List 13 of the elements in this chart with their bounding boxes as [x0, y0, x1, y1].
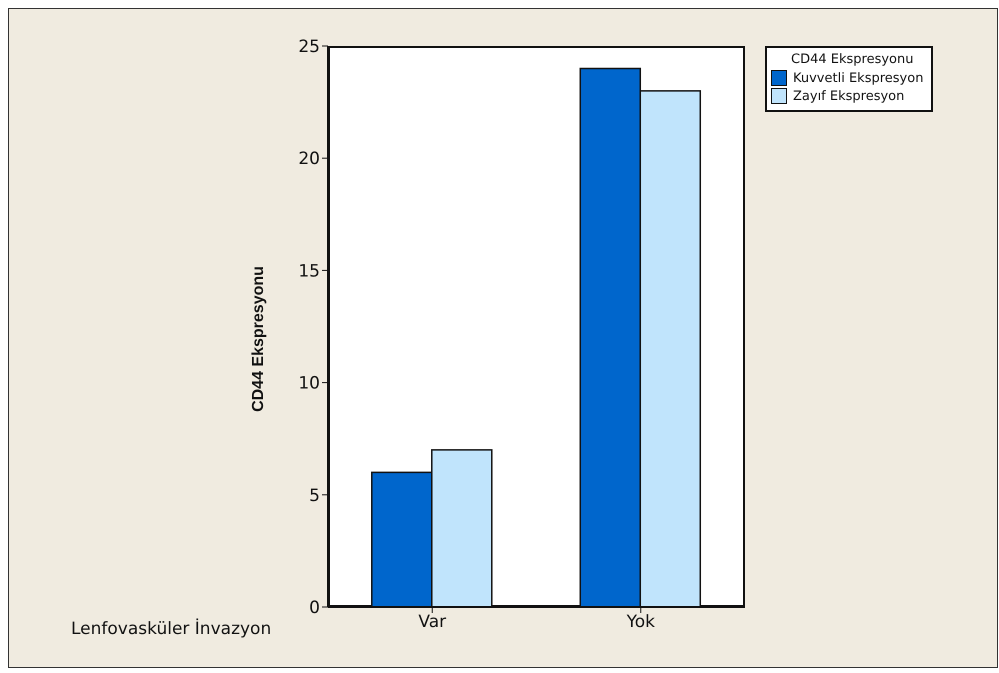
- legend-label: Zayıf Ekspresyon: [793, 88, 904, 104]
- x-axis-title: Lenfovasküler İnvazyon: [71, 619, 272, 639]
- y-tick-label: 15: [298, 261, 320, 282]
- y-tick-label: 5: [309, 486, 320, 506]
- legend-title: CD44 Ekspresyonu: [790, 52, 914, 67]
- y-tick-label: 10: [298, 374, 320, 394]
- legend-label: Kuvvetli Ekspresyon: [793, 70, 924, 86]
- y-tick-label: 20: [298, 149, 320, 170]
- y-tick-label: 0: [309, 598, 320, 618]
- y-tick-label: 25: [298, 37, 320, 58]
- x-tick-label: Var: [418, 612, 446, 632]
- y-axis-title: CD44 Ekspresyonu: [250, 266, 268, 412]
- x-tick-label: Yok: [626, 612, 656, 632]
